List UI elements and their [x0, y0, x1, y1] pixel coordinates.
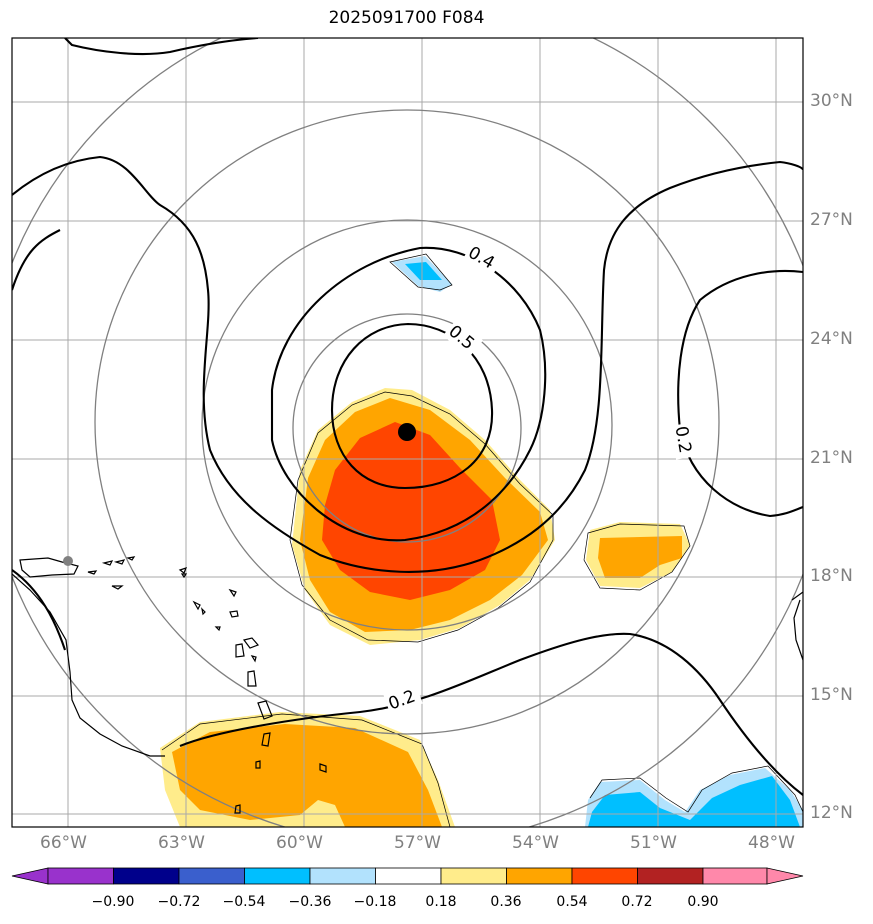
colorbar-extend-low	[11, 867, 49, 885]
lon-label: 60°W	[276, 833, 323, 853]
colorbar-bin	[571, 867, 638, 885]
colorbar-bin	[440, 867, 507, 885]
contour-label-group: 0.4 0.5 0.2 0.2	[383, 239, 698, 716]
lon-label: 54°W	[512, 833, 559, 853]
colorbar-bin	[244, 867, 311, 885]
lon-label: 66°W	[40, 833, 87, 853]
storm-center-marker	[398, 423, 416, 441]
colorbar-bin	[375, 867, 442, 885]
contour-0.2-south	[179, 632, 803, 796]
lat-label: 18°N	[810, 566, 853, 586]
colorbar-tick-label: −0.18	[353, 894, 397, 910]
lon-label: 57°W	[394, 833, 441, 853]
colorbar-bin	[113, 867, 180, 885]
lat-label: 21°N	[810, 448, 853, 468]
colorbar-bin	[178, 867, 245, 885]
colorbar-bin	[506, 867, 573, 885]
positive-anomaly-red	[322, 422, 500, 600]
contour-0.2-sw	[12, 569, 66, 651]
colorbar-bin	[702, 867, 768, 885]
colorbar-tick-label: −0.54	[222, 894, 266, 910]
negative-anomaly-north	[405, 262, 442, 280]
map-title: 2025091700 F084	[328, 8, 485, 28]
colorbar-bin	[47, 867, 114, 885]
colorbar-tick-label: −0.72	[157, 894, 201, 910]
colorbar	[11, 867, 804, 885]
colorbar-tick-label: 0.72	[621, 894, 653, 910]
colorbar-tick-label: 0.54	[556, 894, 588, 910]
lat-label: 30°N	[810, 91, 853, 111]
colorbar-extend-high	[766, 867, 804, 885]
map-frame	[11, 37, 804, 828]
coastlines	[12, 556, 803, 814]
shading-outlines	[161, 253, 803, 827]
east-anomaly-orange	[598, 536, 682, 578]
lat-label: 24°N	[810, 329, 853, 349]
lat-label: 12°N	[810, 803, 853, 823]
shaded-anomaly-field	[160, 256, 803, 827]
lon-label: 48°W	[748, 833, 795, 853]
contour-0.5	[330, 322, 494, 490]
contour-lines	[12, 38, 803, 796]
lat-label: 27°N	[810, 210, 853, 230]
colorbar-tick-label: 0.90	[687, 894, 719, 910]
contour-0.3-west	[12, 155, 803, 573]
colorbar-bin	[309, 867, 376, 885]
contour-0.2-north	[64, 38, 259, 56]
contour-0.2-east	[677, 269, 803, 518]
contour-0.4	[270, 246, 547, 542]
reference-point-marker	[63, 556, 73, 566]
colorbar-tick-label: 0.18	[425, 894, 457, 910]
colorbar-bin	[637, 867, 704, 885]
lon-label: 63°W	[158, 833, 205, 853]
contour-label-0.2-east: 0.2	[671, 425, 695, 455]
lat-label: 15°N	[810, 685, 853, 705]
graticule	[12, 38, 803, 827]
contour-0.2-west	[12, 229, 61, 291]
range-rings	[12, 38, 803, 827]
colorbar-tick-label: 0.36	[490, 894, 522, 910]
colorbar-tick-label: −0.36	[288, 894, 332, 910]
colorbar-tick-label: −0.90	[91, 894, 135, 910]
lon-label: 51°W	[630, 833, 677, 853]
southwest-anomaly-orange	[172, 724, 442, 827]
